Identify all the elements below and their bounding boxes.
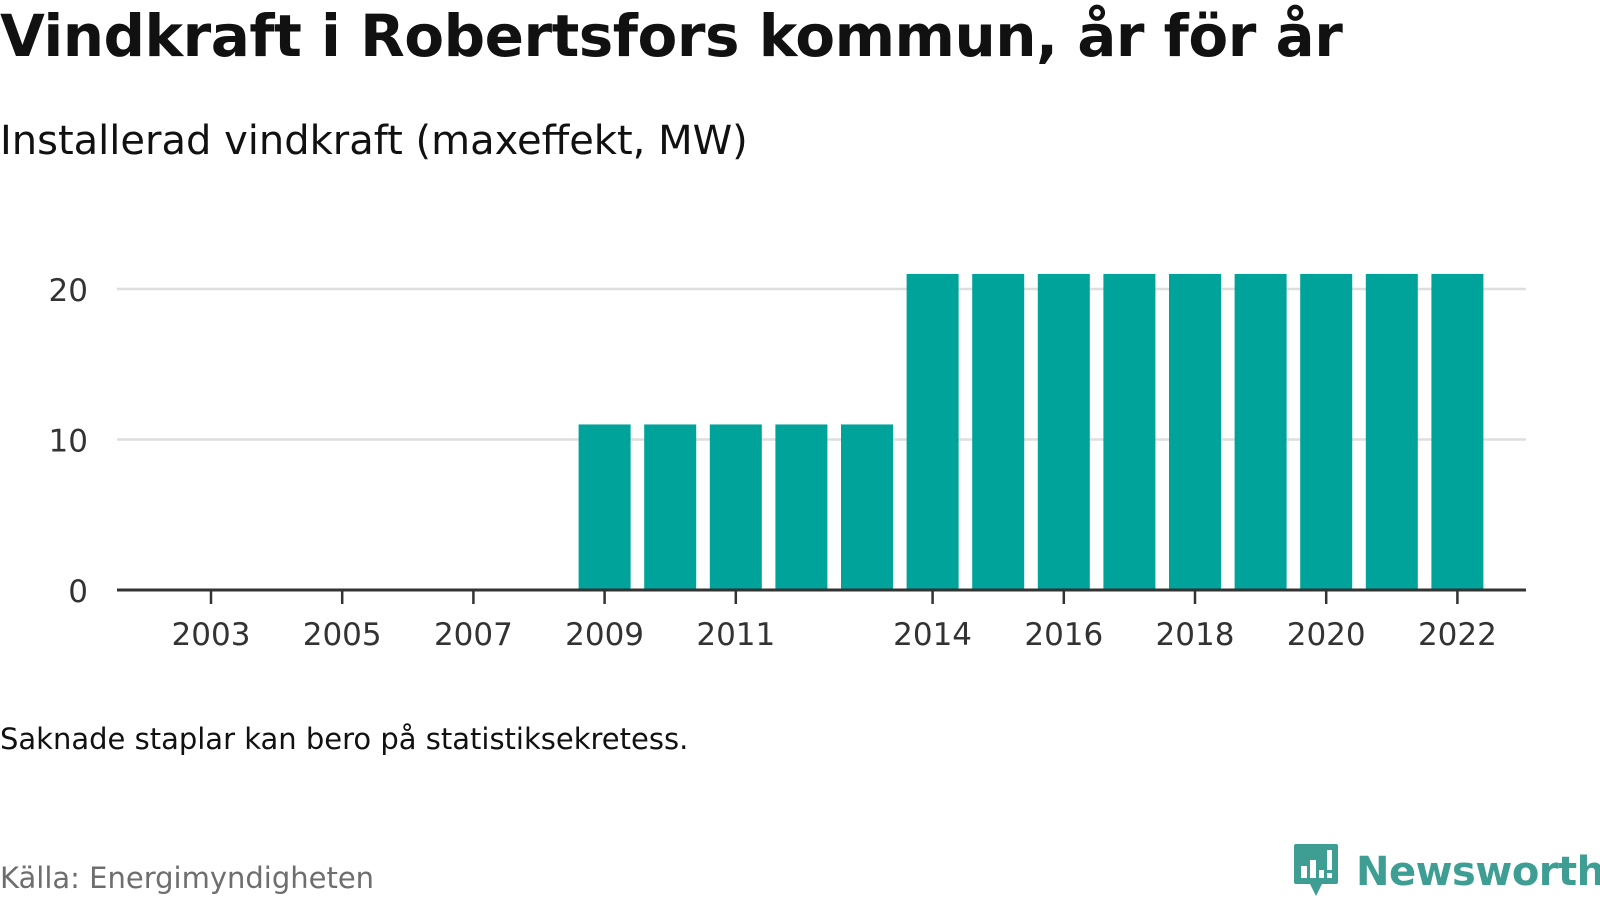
- bar-chart: 0 10 20 2003 2005 2007 2009 2011 2014 2016 2018 202…: [49, 273, 1526, 653]
- brand-logo: Newsworthy: [1292, 842, 1600, 902]
- x-tick-label: 2016: [1024, 617, 1103, 653]
- bar-2022: [1431, 273, 1484, 590]
- bar-2021: [1365, 273, 1418, 590]
- x-tick-label: 2007: [434, 617, 513, 653]
- bar-2016: [1037, 273, 1090, 590]
- x-tick-label: 2020: [1287, 617, 1366, 653]
- chart-subtitle: Installerad vindkraft (maxeffekt, MW): [0, 118, 748, 164]
- brand-name: Newsworthy: [1356, 849, 1600, 895]
- bar-2015: [972, 273, 1025, 590]
- x-tick-label: 2005: [303, 617, 382, 653]
- bar-2009: [578, 424, 631, 590]
- footnote: Saknade staplar kan bero på statistiksek…: [0, 722, 689, 756]
- newsworthy-logo-icon: [1294, 844, 1338, 896]
- x-tick-label: 2009: [565, 617, 644, 653]
- x-tick-label: 2018: [1156, 617, 1235, 653]
- x-tick-label: 2003: [172, 617, 251, 653]
- bar-2013: [841, 424, 893, 590]
- x-tick-label: 2022: [1418, 617, 1497, 653]
- y-tick-label: 10: [49, 424, 88, 460]
- bar-2018: [1169, 273, 1221, 590]
- y-tick-label: 0: [68, 574, 88, 610]
- x-tick-label: 2011: [696, 617, 775, 653]
- x-tick-label: 2014: [893, 617, 972, 653]
- bar-2010: [644, 424, 697, 590]
- source-label: Källa: Energimyndigheten: [0, 861, 375, 895]
- bar-2017: [1103, 273, 1156, 590]
- bar-2020: [1300, 273, 1353, 590]
- bar-2011: [709, 424, 762, 590]
- bar-2012: [775, 424, 828, 590]
- y-tick-label: 20: [49, 273, 88, 309]
- bar-2019: [1234, 273, 1287, 590]
- chart-title: Vindkraft i Robertsfors kommun, år för å…: [0, 2, 1343, 70]
- bar-2014: [906, 273, 959, 590]
